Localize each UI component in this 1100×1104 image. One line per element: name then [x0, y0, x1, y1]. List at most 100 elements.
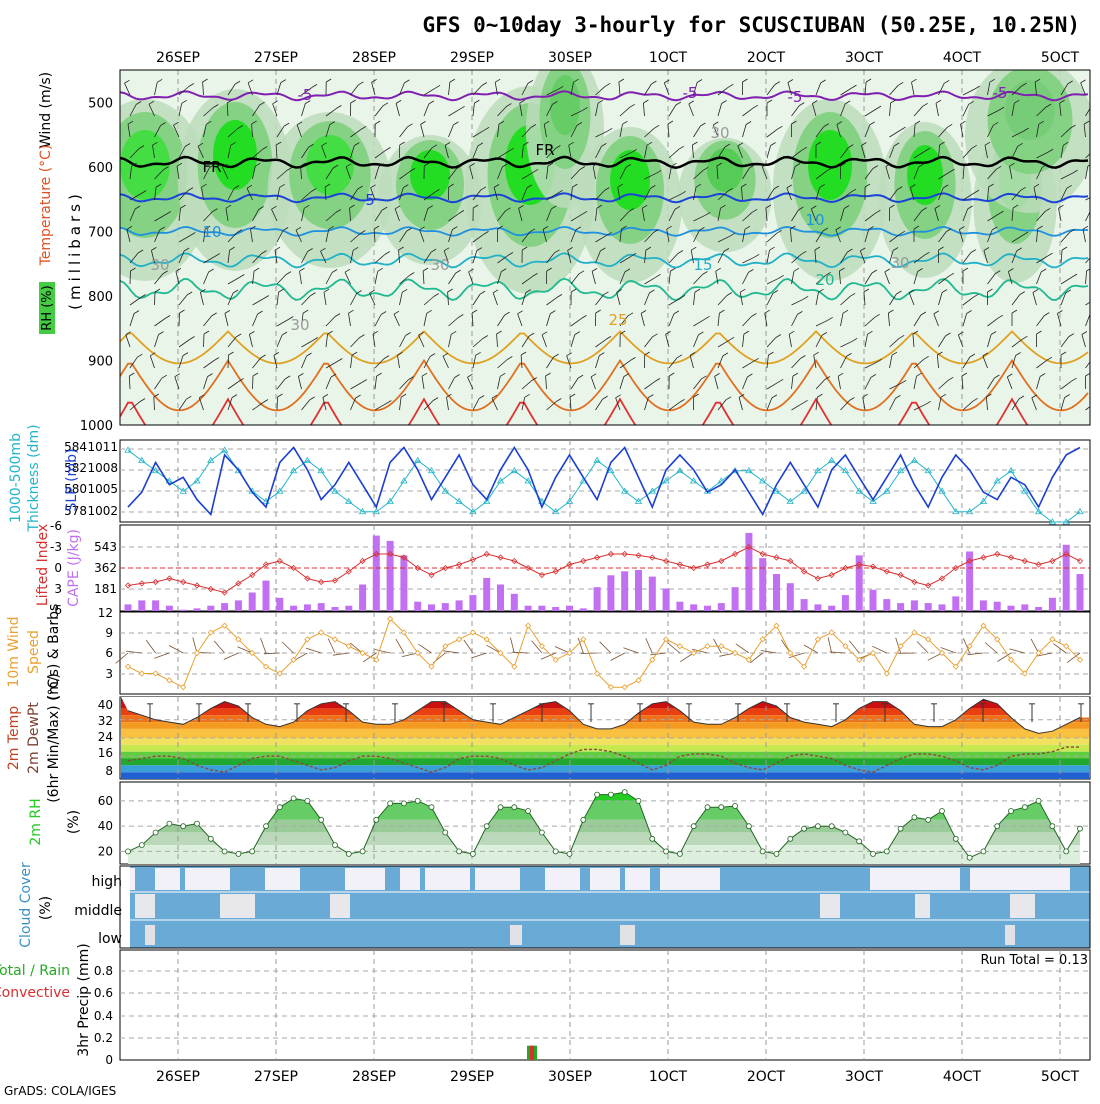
rh2m-point: [277, 805, 282, 810]
cape-bar: [566, 606, 573, 611]
contour-label: 10: [805, 211, 824, 229]
cloud-units: (%): [38, 896, 54, 920]
cape-bar: [276, 598, 283, 611]
rh2m-point: [733, 804, 738, 809]
rh2m-point: [388, 801, 393, 806]
rh2m-point: [829, 824, 834, 829]
temp2m-tick: 8: [105, 764, 113, 778]
pressure-tick: 900: [88, 354, 113, 369]
cape-bar: [180, 610, 187, 611]
rh2m-point: [581, 817, 586, 822]
cape-bar: [538, 606, 545, 611]
rh2m-band: [121, 833, 1089, 846]
cloud-middle-cell: [1010, 894, 1035, 918]
temp-band: [121, 772, 1089, 779]
rh2m-point: [995, 824, 1000, 829]
cape-bar: [676, 602, 683, 611]
rh2m-point: [512, 805, 517, 810]
cloud-high-cell: [345, 868, 385, 890]
wind-barb-flag: [1095, 146, 1100, 149]
cape-tick: 362: [94, 561, 117, 575]
cloud-high-cell: [185, 868, 205, 890]
pressure-tick: 700: [88, 225, 113, 240]
precip-convective-bar: [530, 1046, 534, 1060]
date-label-bottom: 4OCT: [943, 1069, 982, 1085]
pressure-tick: 1000: [80, 419, 113, 434]
cape-bar: [456, 600, 463, 611]
contour-label: 20: [815, 271, 834, 289]
rh2m-point: [374, 817, 379, 822]
rh2m-point: [567, 851, 572, 856]
cape-bar: [607, 575, 614, 611]
rh2m-point: [857, 839, 862, 844]
wind10-ylabel-a: 10m Wind: [6, 616, 22, 687]
wind-barb: [253, 376, 254, 389]
contour-label: 30: [890, 254, 909, 272]
cloud-high-cell: [625, 868, 650, 890]
rh2m-point: [953, 836, 958, 841]
cloud-high-cell: [205, 868, 230, 890]
cape-bar: [980, 600, 987, 611]
cloud-middle-cell: [820, 894, 840, 918]
contour-label: -5: [298, 86, 313, 104]
cape-bar: [442, 603, 449, 611]
rh2m-point: [884, 849, 889, 854]
wind-barb-flag: [1093, 355, 1098, 358]
wind-barb: [204, 334, 205, 347]
cape-bar: [221, 603, 228, 611]
cape-bar: [856, 555, 863, 611]
rh2m-point: [746, 824, 751, 829]
rh2m-point: [139, 843, 144, 848]
cloud-low-cell: [510, 925, 522, 945]
rh2m-point: [126, 849, 131, 854]
cloud-high-cell: [660, 868, 720, 890]
temp2m-ylabel-b: 2m DewPt: [26, 702, 42, 774]
slp-ylabel-right: SLP (mb): [64, 448, 80, 511]
cloud-high-cell: [400, 868, 420, 890]
wind-barb-flag: [1092, 102, 1097, 105]
rh2m-tick: 40: [98, 819, 113, 833]
cloud-low-cell: [1005, 925, 1015, 945]
rh2m-tick: 20: [98, 844, 113, 858]
cape-bar: [580, 608, 587, 611]
rh2m-point: [1009, 809, 1014, 814]
cloud-high-cell: [155, 868, 180, 890]
contour-label: 15: [693, 256, 712, 274]
date-label-top: 2OCT: [747, 50, 786, 66]
cape-bar: [594, 587, 601, 611]
date-label-bottom: 5OCT: [1041, 1069, 1080, 1085]
precip-bars: [527, 1046, 537, 1060]
upper-ylabel-units: (millibars): [66, 190, 84, 310]
date-label-bottom: 26SEP: [156, 1069, 200, 1085]
rh2m-point: [802, 826, 807, 831]
rh2m-point: [291, 796, 296, 801]
temp-band: [121, 738, 1089, 745]
cape-bar: [787, 583, 794, 611]
cape-bar: [1077, 574, 1084, 611]
wind-barb: [130, 271, 131, 284]
rh2m-tick: 60: [98, 794, 113, 808]
rh2m-point: [843, 830, 848, 835]
li-tick: -3: [50, 540, 62, 554]
rh2m-point: [484, 824, 489, 829]
upper-ylabel-rh: RH (%): [40, 285, 55, 330]
cape-bar: [235, 600, 242, 611]
cape-bar: [1035, 607, 1042, 611]
rh2m-point: [664, 849, 669, 854]
cape-bar: [359, 585, 366, 612]
cape-bar: [125, 604, 132, 611]
cape-bar: [621, 571, 628, 611]
cape-tick: 181: [94, 582, 117, 596]
wind-barb-flag: [1091, 206, 1096, 209]
wind-barb: [155, 292, 156, 305]
rh2m-units: (%): [66, 810, 82, 834]
cape-bar: [1008, 606, 1015, 611]
cloud-high-cell: [265, 868, 300, 890]
li-tick: 3: [54, 582, 62, 596]
li-tick: 0: [54, 561, 62, 575]
rh2m-point: [236, 851, 241, 856]
contour-label: 30: [710, 124, 729, 142]
